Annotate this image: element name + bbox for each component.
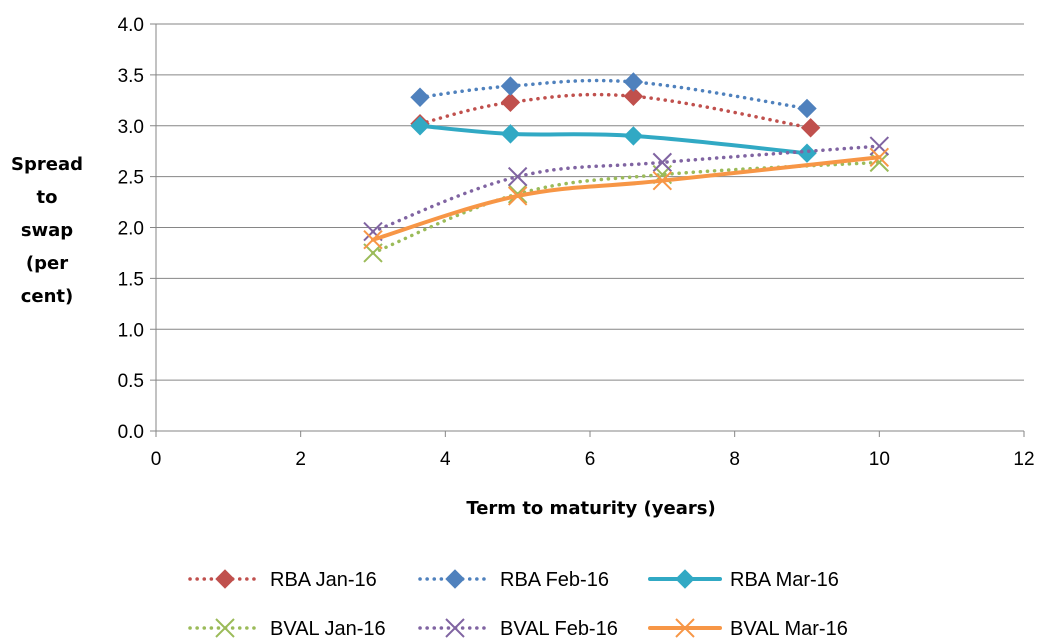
y-tick-label: 4.0 (118, 15, 144, 36)
data-point (500, 124, 521, 144)
data-point (797, 98, 817, 119)
series-bval-jan-16 (363, 152, 890, 263)
legend-item: BVAL Feb-16 (418, 618, 618, 640)
data-point (507, 186, 528, 206)
series-bval-mar-16 (363, 147, 890, 250)
y-axis-title-line: swap (21, 220, 73, 241)
data-point (507, 166, 528, 187)
legend-item: BVAL Mar-16 (648, 618, 848, 640)
y-tick-label: 0.0 (118, 422, 144, 443)
legend-label: RBA Feb-16 (500, 569, 609, 591)
series-line (418, 123, 809, 156)
x-tick-label: 8 (729, 449, 740, 470)
legend: RBA Jan-16 RBA Feb-16 RBA Mar-16 BVAL Jan-1… (188, 569, 848, 640)
legend-item: RBA Mar-16 (648, 569, 839, 591)
series-bval-feb-16 (363, 136, 890, 242)
y-axis-title-line: (per (26, 253, 68, 274)
y-tick-label: 0.5 (118, 371, 144, 392)
x-tick-label: 12 (1013, 449, 1034, 470)
y-tick-label: 3.5 (118, 66, 144, 87)
data-point (800, 118, 821, 138)
y-tick-label: 3.0 (118, 117, 144, 138)
series-line (418, 92, 813, 130)
data-point (410, 87, 430, 107)
legend-item: RBA Feb-16 (418, 569, 609, 591)
x-axis-ticks: 0 2 4 6 8 10 12 (151, 431, 1035, 470)
y-axis-title-line: cent) (21, 286, 74, 307)
legend-label: RBA Jan-16 (270, 569, 377, 591)
x-tick-label: 4 (440, 449, 451, 470)
x-tick-label: 0 (151, 449, 162, 470)
legend-marker (675, 618, 695, 638)
legend-marker (445, 618, 465, 638)
y-axis-ticks: 0.0 0.5 1.0 1.5 2.0 2.5 3.0 3.5 4.0 (118, 15, 156, 443)
data-point (363, 230, 383, 250)
series-rba-mar-16 (410, 116, 817, 163)
series-layer (363, 72, 890, 263)
legend-marker (445, 569, 465, 589)
data-point (500, 76, 521, 96)
x-axis-title: Term to maturity (years) (466, 498, 715, 519)
legend-label: BVAL Jan-16 (270, 618, 386, 640)
legend-item: RBA Jan-16 (188, 569, 377, 591)
legend-marker (675, 569, 695, 589)
legend-item: BVAL Jan-16 (188, 618, 386, 640)
x-tick-label: 6 (585, 449, 596, 470)
data-point (623, 72, 644, 92)
data-point (623, 126, 644, 146)
series-line (371, 155, 882, 242)
y-axis-title-line: to (37, 187, 58, 208)
series-line (418, 78, 809, 111)
legend-marker (215, 618, 235, 638)
data-point (623, 86, 644, 106)
y-tick-label: 2.0 (118, 219, 144, 240)
data-point (652, 170, 673, 191)
x-tick-label: 10 (869, 449, 890, 470)
data-point (500, 92, 521, 113)
data-point (869, 147, 890, 167)
y-tick-label: 2.5 (118, 168, 144, 189)
x-tick-label: 2 (295, 449, 306, 470)
y-tick-label: 1.5 (118, 269, 144, 290)
legend-label: BVAL Mar-16 (730, 618, 848, 640)
y-axis-title: Spread to swap (per cent) (11, 154, 83, 307)
legend-marker (215, 569, 235, 589)
data-point (797, 143, 817, 163)
series-line (371, 160, 882, 255)
series-rba-feb-16 (410, 72, 817, 119)
y-axis-title-line: Spread (11, 154, 83, 175)
data-point (652, 152, 673, 173)
legend-label: BVAL Feb-16 (500, 618, 618, 640)
series-line (371, 144, 882, 234)
gridlines (156, 23, 1024, 381)
y-tick-label: 1.0 (118, 320, 144, 341)
legend-label: RBA Mar-16 (730, 569, 839, 591)
data-point (410, 116, 430, 136)
